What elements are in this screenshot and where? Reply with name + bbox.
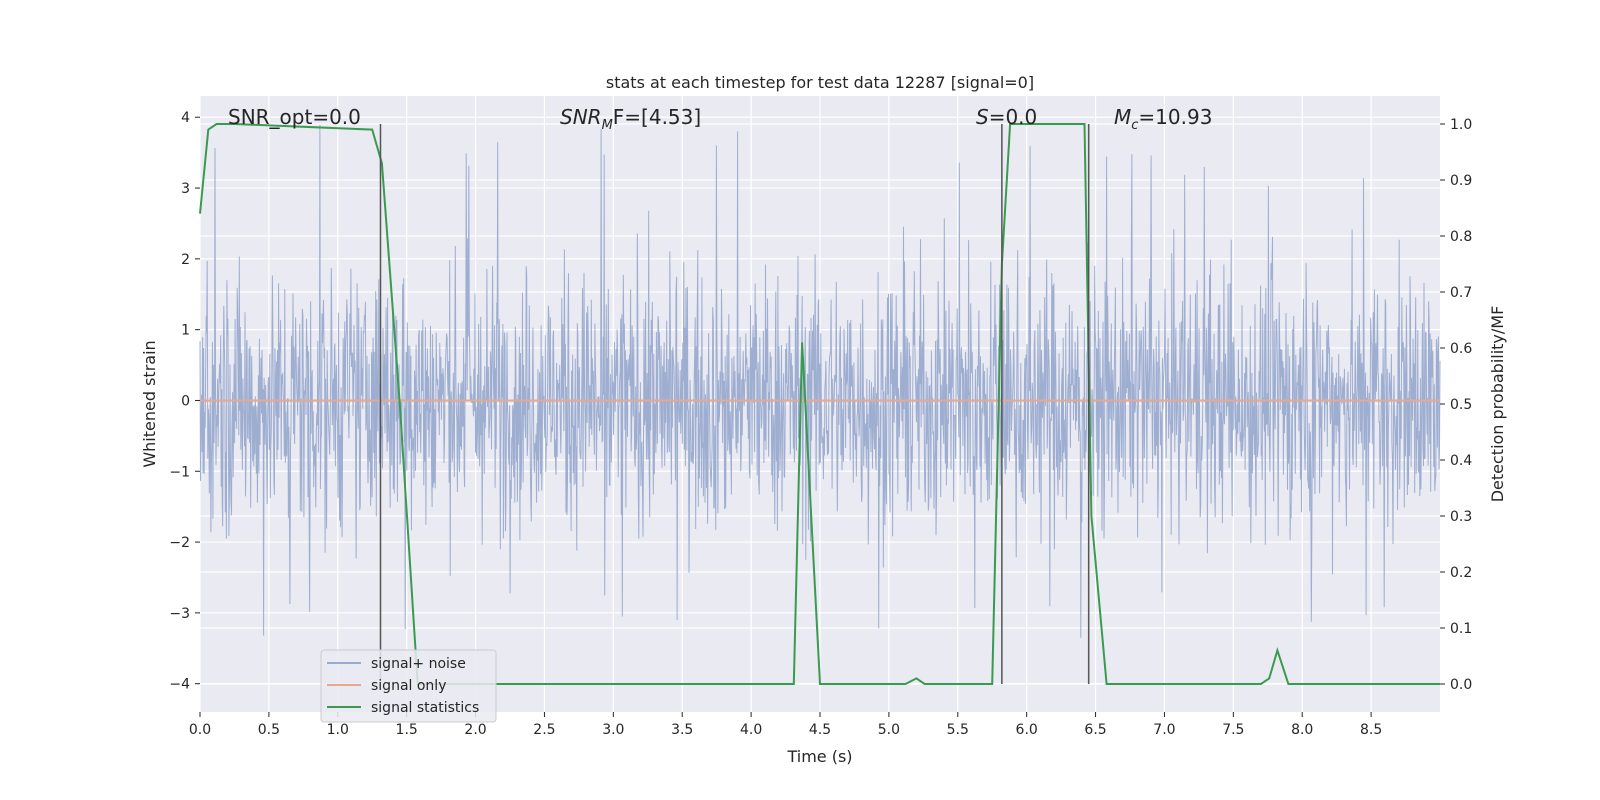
y-tick-label: −3 bbox=[169, 606, 190, 622]
x-tick-label: 0.5 bbox=[258, 722, 280, 738]
y2-tick-label: 0.3 bbox=[1450, 509, 1472, 525]
x-tick-label: 7.0 bbox=[1153, 722, 1175, 738]
y-tick-labels: −4 −3 −2 −1 0 1 2 3 4 bbox=[169, 110, 200, 693]
y-axis-label: Whitened strain bbox=[140, 340, 159, 467]
y-tick-label: −1 bbox=[169, 464, 190, 480]
x-tick-label: 4.0 bbox=[740, 722, 762, 738]
y2-tick-label: 1.0 bbox=[1450, 117, 1472, 133]
y2-tick-label: 0.0 bbox=[1450, 677, 1472, 693]
x-tick-label: 3.0 bbox=[602, 722, 624, 738]
signal-statistics-line bbox=[199, 123, 1440, 685]
y-tick-label: 0 bbox=[181, 393, 190, 409]
line-series bbox=[199, 123, 1440, 685]
x-tick-label: 4.5 bbox=[809, 722, 831, 738]
chart-title: stats at each timestep for test data 122… bbox=[606, 73, 1034, 92]
y-tick-label: 1 bbox=[181, 323, 190, 339]
x-axis-label: Time (s) bbox=[786, 747, 852, 766]
y2-axis-label: Detection probability/MF bbox=[1488, 306, 1507, 503]
legend-label-signal: signal only bbox=[371, 678, 446, 694]
y2-tick-label: 0.2 bbox=[1450, 565, 1472, 581]
y-tick-label: 2 bbox=[181, 252, 190, 268]
annotation-snr-mf: SNRMF=[4.53] bbox=[560, 105, 701, 133]
legend-label-stats: signal statistics bbox=[371, 700, 479, 716]
x-tick-labels: 0.0 0.5 1.0 1.5 2.0 2.5 3.0 3.5 4.0 4.5 5.0 5.5 6.0 6… bbox=[189, 712, 1382, 738]
y2-tick-label: 0.7 bbox=[1450, 285, 1472, 301]
y-tick-label: −4 bbox=[169, 677, 190, 693]
x-tick-label: 2.0 bbox=[464, 722, 486, 738]
legend: signal+ noise signal only signal statist… bbox=[320, 649, 497, 723]
y-tick-label: −2 bbox=[169, 535, 190, 551]
x-tick-label: 8.0 bbox=[1291, 722, 1313, 738]
x-tick-label: 2.5 bbox=[533, 722, 555, 738]
y2-tick-label: 0.9 bbox=[1450, 173, 1472, 189]
signal-noise-series bbox=[199, 124, 1441, 638]
annotation-s: S=0.0 bbox=[976, 105, 1037, 129]
legend-label-noise: signal+ noise bbox=[371, 656, 466, 672]
annotation-snr-opt: SNR_opt=0.0 bbox=[228, 105, 361, 129]
y2-tick-labels: 0.0 0.1 0.2 0.3 0.4 0.5 0.6 0.7 0.8 0.9 1.0 bbox=[1440, 117, 1472, 693]
x-tick-label: 3.5 bbox=[671, 722, 693, 738]
annotation-mc: Mc=10.93 bbox=[1114, 105, 1212, 133]
x-tick-label: 1.0 bbox=[327, 722, 349, 738]
x-tick-label: 8.5 bbox=[1360, 722, 1382, 738]
x-tick-label: 7.5 bbox=[1222, 722, 1244, 738]
x-tick-label: 6.0 bbox=[1016, 722, 1038, 738]
x-tick-label: 5.5 bbox=[947, 722, 969, 738]
y2-tick-label: 0.8 bbox=[1450, 229, 1472, 245]
x-tick-label: 1.5 bbox=[396, 722, 418, 738]
x-tick-label: 5.0 bbox=[878, 722, 900, 738]
marker-lines bbox=[379, 124, 1090, 684]
y2-tick-label: 0.1 bbox=[1450, 621, 1472, 637]
y2-tick-label: 0.6 bbox=[1450, 341, 1472, 357]
x-tick-label: 6.5 bbox=[1084, 722, 1106, 738]
y-tick-label: 3 bbox=[181, 181, 190, 197]
y2-tick-label: 0.5 bbox=[1450, 397, 1472, 413]
signal-noise-trace bbox=[199, 124, 1441, 638]
y-tick-label: 4 bbox=[181, 110, 190, 126]
legend-box bbox=[320, 649, 497, 723]
y2-tick-label: 0.4 bbox=[1450, 453, 1472, 469]
x-tick-label: 0.0 bbox=[189, 722, 211, 738]
